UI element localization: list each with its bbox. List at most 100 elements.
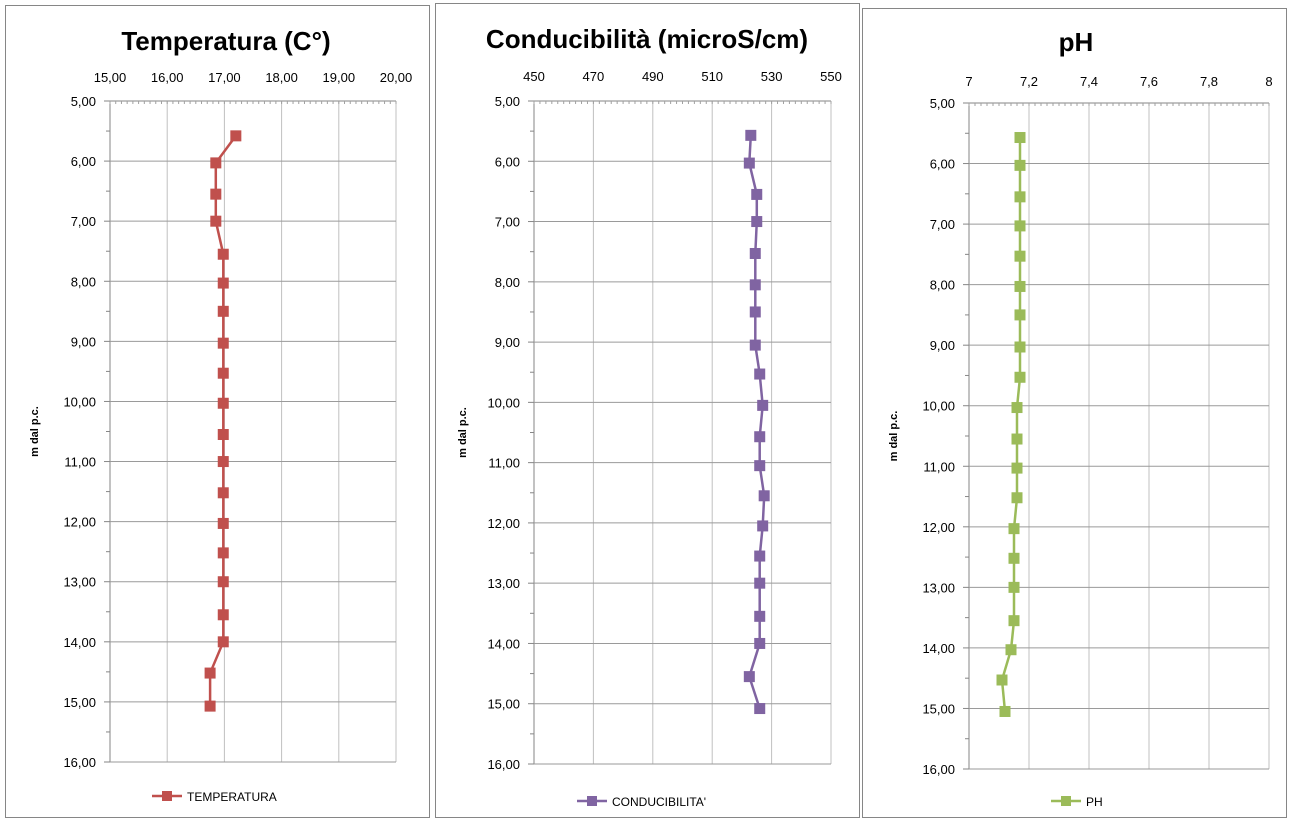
- y-tick-label: 6,00: [71, 154, 96, 169]
- x-tick-label: 20,00: [380, 70, 413, 85]
- x-tick-label: 550: [820, 69, 842, 84]
- legend-label: TEMPERATURA: [187, 790, 277, 804]
- y-tick-label: 9,00: [930, 338, 955, 353]
- legend-label: CONDUCIBILITA': [612, 795, 706, 809]
- y-tick-label: 8,00: [930, 278, 955, 293]
- temperature-data-point: [210, 157, 222, 169]
- ph-series: [996, 132, 1026, 717]
- y-tick-label: 8,00: [495, 275, 520, 290]
- x-tick-label: 8: [1265, 74, 1272, 89]
- ph-data-point: [1008, 581, 1020, 593]
- x-tick-label: 490: [642, 69, 664, 84]
- conductivity-data-point: [745, 129, 757, 141]
- y-tick-label: 7,00: [495, 215, 520, 230]
- y-tick-label: 10,00: [63, 394, 96, 409]
- x-tick-label: 7: [965, 74, 972, 89]
- legend-label: PH: [1086, 795, 1103, 809]
- conductivity-chart: Conducibilità (microS/cm) 450 470 490 510 530…: [457, 24, 842, 809]
- ph-legend: PH: [1051, 795, 1103, 809]
- conductivity-data-point: [749, 306, 761, 318]
- temperature-data-point: [217, 456, 229, 468]
- conductivity-data-point: [754, 368, 766, 380]
- temperature-data-point: [204, 667, 216, 679]
- ph-chart: pH 7 7,2 7,4 7,6 7,8 8 5,00 6,00 7,00 8,00 9,00 10,0…: [888, 27, 1273, 809]
- ph-gridlines: [963, 102, 1270, 770]
- y-tick-label: 10,00: [487, 395, 520, 410]
- temperature-y-axis-label: m dal p.c.: [29, 406, 41, 457]
- ph-data-point: [1005, 644, 1017, 656]
- x-tick-label: 15,00: [94, 70, 127, 85]
- temperature-legend: TEMPERATURA: [152, 790, 277, 804]
- ph-data-point: [1014, 371, 1026, 383]
- ph-data-point: [1011, 462, 1023, 474]
- conductivity-legend: CONDUCIBILITA': [577, 795, 706, 809]
- ph-data-point: [1014, 341, 1026, 353]
- conductivity-data-point: [754, 577, 766, 589]
- y-tick-label: 8,00: [71, 274, 96, 289]
- ph-data-point: [1014, 280, 1026, 292]
- y-tick-label: 6,00: [495, 154, 520, 169]
- ph-data-point: [1008, 552, 1020, 564]
- temperature-data-point: [217, 367, 229, 379]
- x-tick-label: 7,2: [1020, 74, 1038, 89]
- y-tick-label: 11,00: [64, 455, 96, 470]
- temperature-series: [204, 130, 242, 712]
- temperature-data-point: [217, 576, 229, 588]
- x-tick-label: 7,4: [1080, 74, 1098, 89]
- conductivity-data-point: [754, 637, 766, 649]
- temperature-data-point: [210, 188, 222, 200]
- y-tick-label: 6,00: [930, 157, 955, 172]
- temperature-data-point: [230, 130, 242, 142]
- conductivity-data-point: [743, 157, 755, 169]
- conductivity-chart-panel: Conducibilità (microS/cm) 450 470 490 510 530…: [435, 3, 860, 818]
- conductivity-data-point: [751, 188, 763, 200]
- conductivity-gridlines: [528, 100, 832, 765]
- y-tick-label: 5,00: [495, 94, 520, 109]
- conductivity-data-point: [751, 216, 763, 228]
- conductivity-series: [743, 129, 770, 715]
- x-tick-label: 16,00: [151, 70, 184, 85]
- y-tick-label: 15,00: [922, 701, 955, 716]
- temperature-chart-panel: Temperatura (C°) 15,00 16,00 17,00 18,00 19,0…: [5, 5, 430, 818]
- y-tick-label: 13,00: [922, 580, 955, 595]
- temperature-chart-title: Temperatura (C°): [121, 26, 330, 56]
- y-tick-label: 16,00: [63, 755, 96, 770]
- y-tick-label: 12,00: [63, 515, 96, 530]
- temperature-data-point: [217, 609, 229, 621]
- x-tick-label: 470: [583, 69, 605, 84]
- y-tick-label: 9,00: [71, 334, 96, 349]
- y-tick-label: 9,00: [495, 335, 520, 350]
- conductivity-data-point: [757, 399, 769, 411]
- conductivity-data-point: [754, 550, 766, 562]
- temperature-data-point: [217, 337, 229, 349]
- temperature-gridlines: [104, 100, 397, 763]
- ph-data-point: [999, 705, 1011, 717]
- ph-chart-title: pH: [1059, 27, 1094, 57]
- x-tick-label: 19,00: [323, 70, 356, 85]
- y-tick-label: 13,00: [487, 576, 520, 591]
- ph-data-point: [1008, 523, 1020, 535]
- ph-data-point: [1014, 159, 1026, 171]
- y-tick-label: 16,00: [487, 757, 520, 772]
- ph-data-point: [1008, 615, 1020, 627]
- temperature-data-point: [217, 277, 229, 289]
- temperature-data-point: [217, 487, 229, 499]
- conductivity-data-point: [754, 610, 766, 622]
- temperature-data-point: [217, 429, 229, 441]
- y-tick-label: 12,00: [487, 516, 520, 531]
- temperature-data-point: [204, 700, 216, 712]
- conductivity-y-axis-label: m dal p.c.: [457, 407, 469, 458]
- x-tick-label: 7,6: [1140, 74, 1158, 89]
- temperature-chart: Temperatura (C°) 15,00 16,00 17,00 18,00 19,0…: [29, 26, 413, 804]
- ph-data-point: [1011, 492, 1023, 504]
- y-tick-label: 12,00: [922, 520, 955, 535]
- legend-marker: [162, 791, 172, 801]
- y-tick-label: 14,00: [487, 636, 520, 651]
- ph-data-point: [1014, 191, 1026, 203]
- ph-chart-panel: pH 7 7,2 7,4 7,6 7,8 8 5,00 6,00 7,00 8,00 9,00 10,0…: [862, 8, 1287, 818]
- x-tick-label: 510: [701, 69, 723, 84]
- conductivity-data-point: [754, 460, 766, 472]
- ph-data-point: [1011, 433, 1023, 445]
- y-tick-label: 11,00: [923, 459, 955, 474]
- conductivity-data-point: [758, 490, 770, 502]
